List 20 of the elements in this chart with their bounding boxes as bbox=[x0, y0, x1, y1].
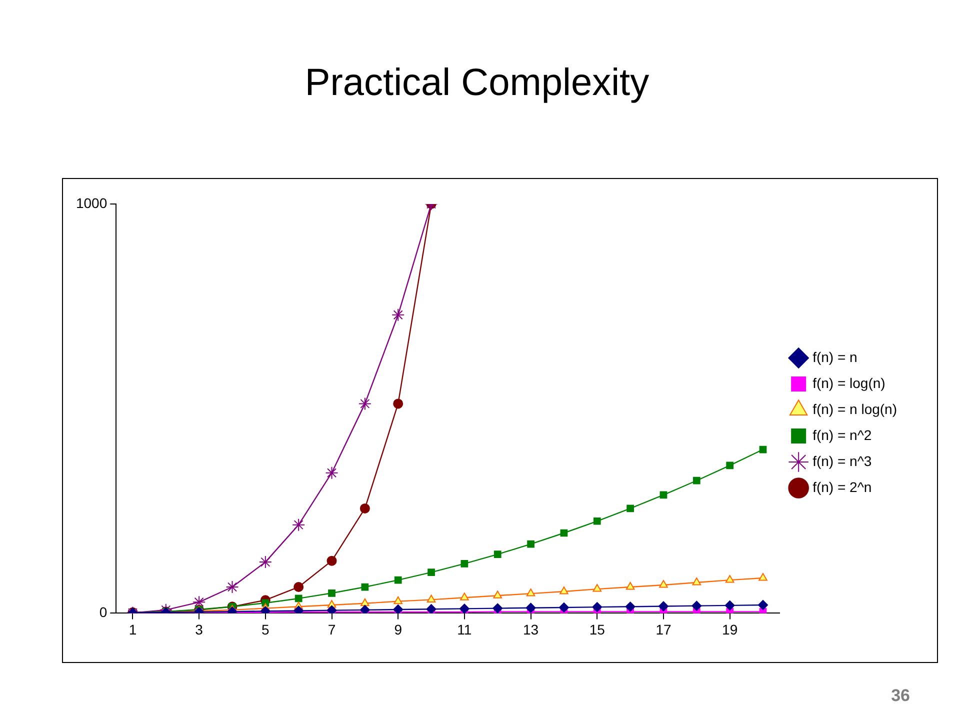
y-tick-label: 0 bbox=[99, 604, 108, 620]
chart-title: Practical Complexity bbox=[304, 62, 650, 105]
legend-label: f(n) = n log(n) bbox=[812, 400, 898, 417]
legend-label: f(n) = n^3 bbox=[812, 452, 872, 469]
x-tick-label: 3 bbox=[195, 621, 204, 638]
x-tick-label: 15 bbox=[589, 621, 606, 638]
legend-label: f(n) = 2^n bbox=[812, 478, 872, 495]
x-tick-label: 7 bbox=[328, 621, 336, 638]
text: 36 bbox=[891, 686, 910, 706]
x-tick-label: 1 bbox=[128, 621, 137, 638]
x-tick-label: 17 bbox=[656, 621, 672, 638]
legend-label: f(n) = n^2 bbox=[812, 426, 872, 443]
legend-label: f(n) = log(n) bbox=[812, 374, 886, 391]
x-tick-label: 11 bbox=[457, 621, 472, 638]
x-tick-label: 19 bbox=[722, 621, 738, 638]
legend-label: f(n) = n bbox=[812, 348, 858, 365]
x-tick-label: 5 bbox=[262, 621, 270, 638]
x-tick-label: 9 bbox=[394, 621, 402, 638]
x-tick-label: 13 bbox=[523, 621, 539, 638]
y-tick-label: 1000 bbox=[76, 194, 108, 211]
